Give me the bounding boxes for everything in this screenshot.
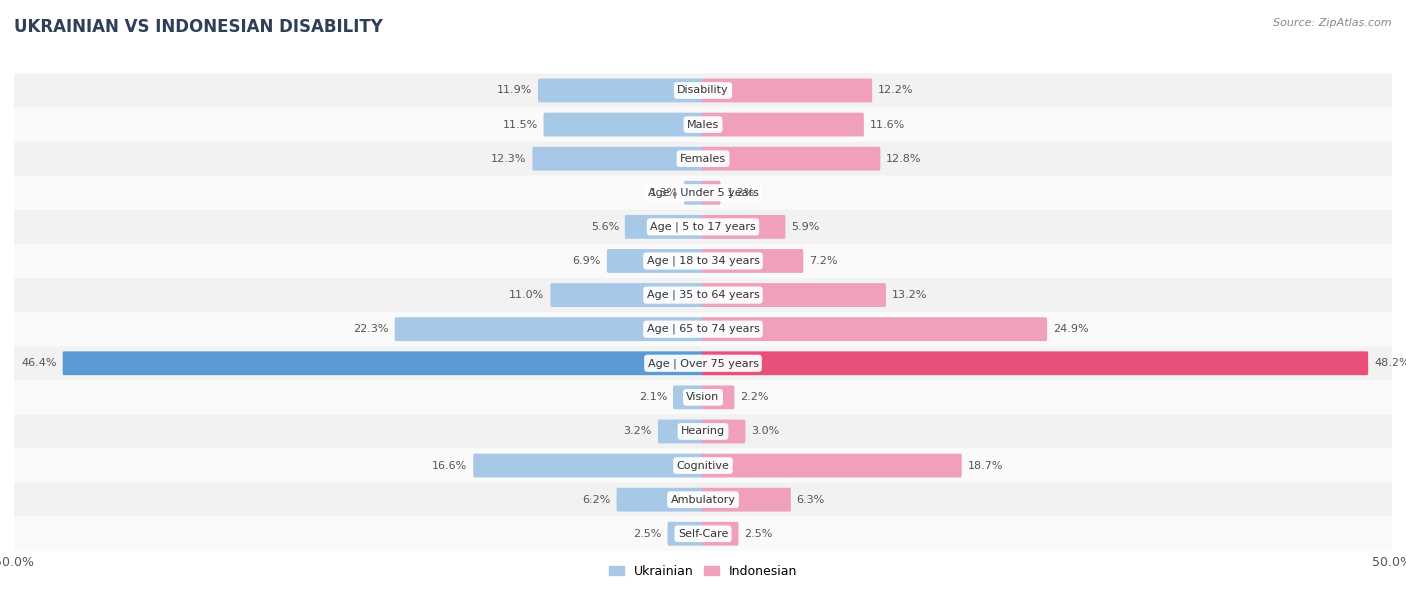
Text: Age | Under 5 years: Age | Under 5 years: [648, 187, 758, 198]
FancyBboxPatch shape: [702, 488, 790, 512]
Text: Age | 35 to 64 years: Age | 35 to 64 years: [647, 290, 759, 300]
FancyBboxPatch shape: [702, 317, 1047, 341]
FancyBboxPatch shape: [14, 108, 1392, 141]
Text: 46.4%: 46.4%: [21, 358, 56, 368]
Text: Age | 18 to 34 years: Age | 18 to 34 years: [647, 256, 759, 266]
Text: Age | Over 75 years: Age | Over 75 years: [648, 358, 758, 368]
Text: 24.9%: 24.9%: [1053, 324, 1088, 334]
Text: 2.1%: 2.1%: [638, 392, 668, 402]
FancyBboxPatch shape: [14, 346, 1392, 380]
FancyBboxPatch shape: [14, 73, 1392, 108]
Text: 48.2%: 48.2%: [1374, 358, 1406, 368]
FancyBboxPatch shape: [607, 249, 704, 273]
Legend: Ukrainian, Indonesian: Ukrainian, Indonesian: [605, 560, 801, 583]
FancyBboxPatch shape: [395, 317, 704, 341]
FancyBboxPatch shape: [668, 522, 704, 546]
Text: Hearing: Hearing: [681, 427, 725, 436]
FancyBboxPatch shape: [14, 176, 1392, 210]
FancyBboxPatch shape: [702, 351, 1368, 375]
FancyBboxPatch shape: [702, 386, 734, 409]
Text: 11.0%: 11.0%: [509, 290, 544, 300]
FancyBboxPatch shape: [702, 181, 720, 204]
FancyBboxPatch shape: [702, 78, 872, 102]
FancyBboxPatch shape: [14, 244, 1392, 278]
Text: Females: Females: [681, 154, 725, 163]
FancyBboxPatch shape: [624, 215, 704, 239]
FancyBboxPatch shape: [550, 283, 704, 307]
Text: 11.9%: 11.9%: [496, 86, 531, 95]
FancyBboxPatch shape: [14, 483, 1392, 517]
Text: Source: ZipAtlas.com: Source: ZipAtlas.com: [1274, 18, 1392, 28]
FancyBboxPatch shape: [685, 181, 704, 204]
FancyBboxPatch shape: [14, 312, 1392, 346]
Text: 22.3%: 22.3%: [353, 324, 389, 334]
Text: Males: Males: [688, 119, 718, 130]
FancyBboxPatch shape: [702, 522, 738, 546]
Text: 6.2%: 6.2%: [582, 494, 610, 505]
Text: 12.3%: 12.3%: [491, 154, 527, 163]
FancyBboxPatch shape: [14, 517, 1392, 551]
Text: 7.2%: 7.2%: [808, 256, 838, 266]
FancyBboxPatch shape: [474, 453, 704, 477]
Text: 1.2%: 1.2%: [727, 188, 755, 198]
FancyBboxPatch shape: [544, 113, 704, 136]
Text: Age | 5 to 17 years: Age | 5 to 17 years: [650, 222, 756, 232]
FancyBboxPatch shape: [702, 420, 745, 443]
Text: 2.5%: 2.5%: [744, 529, 773, 539]
Text: Ambulatory: Ambulatory: [671, 494, 735, 505]
FancyBboxPatch shape: [702, 249, 803, 273]
Text: 1.3%: 1.3%: [650, 188, 678, 198]
Text: 2.2%: 2.2%: [740, 392, 769, 402]
FancyBboxPatch shape: [14, 141, 1392, 176]
FancyBboxPatch shape: [14, 449, 1392, 483]
FancyBboxPatch shape: [538, 78, 704, 102]
Text: 6.3%: 6.3%: [797, 494, 825, 505]
FancyBboxPatch shape: [14, 210, 1392, 244]
Text: 6.9%: 6.9%: [572, 256, 600, 266]
FancyBboxPatch shape: [702, 113, 863, 136]
FancyBboxPatch shape: [617, 488, 704, 512]
Text: Vision: Vision: [686, 392, 720, 402]
Text: 18.7%: 18.7%: [967, 461, 1002, 471]
Text: 3.0%: 3.0%: [751, 427, 779, 436]
FancyBboxPatch shape: [702, 147, 880, 171]
FancyBboxPatch shape: [14, 414, 1392, 449]
Text: 5.6%: 5.6%: [591, 222, 619, 232]
Text: Cognitive: Cognitive: [676, 461, 730, 471]
Text: 11.5%: 11.5%: [502, 119, 537, 130]
Text: Disability: Disability: [678, 86, 728, 95]
FancyBboxPatch shape: [63, 351, 704, 375]
Text: 16.6%: 16.6%: [432, 461, 467, 471]
FancyBboxPatch shape: [14, 278, 1392, 312]
Text: 12.8%: 12.8%: [886, 154, 922, 163]
Text: 5.9%: 5.9%: [792, 222, 820, 232]
FancyBboxPatch shape: [14, 380, 1392, 414]
Text: 2.5%: 2.5%: [633, 529, 662, 539]
Text: 11.6%: 11.6%: [870, 119, 905, 130]
Text: 13.2%: 13.2%: [891, 290, 927, 300]
FancyBboxPatch shape: [702, 215, 786, 239]
FancyBboxPatch shape: [533, 147, 704, 171]
Text: 3.2%: 3.2%: [624, 427, 652, 436]
FancyBboxPatch shape: [673, 386, 704, 409]
Text: Self-Care: Self-Care: [678, 529, 728, 539]
Text: UKRAINIAN VS INDONESIAN DISABILITY: UKRAINIAN VS INDONESIAN DISABILITY: [14, 18, 382, 36]
FancyBboxPatch shape: [702, 283, 886, 307]
Text: Age | 65 to 74 years: Age | 65 to 74 years: [647, 324, 759, 334]
Text: 12.2%: 12.2%: [877, 86, 914, 95]
FancyBboxPatch shape: [702, 453, 962, 477]
FancyBboxPatch shape: [658, 420, 704, 443]
